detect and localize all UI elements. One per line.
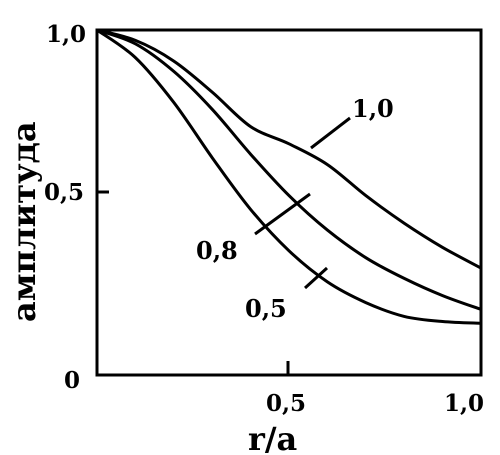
x-axis-title: r/a: [248, 420, 297, 455]
curve-label-1: 1,0: [352, 94, 394, 123]
x-tick-label-05: 0,5: [266, 390, 306, 417]
y-tick-label-1: 1,0: [46, 21, 86, 48]
series-layer: [96, 28, 482, 325]
series-line-1: [96, 28, 482, 270]
y-axis-title: амплитуда: [5, 121, 43, 322]
curve-label-05: 0,5: [245, 294, 287, 323]
series-line-3: [96, 28, 482, 325]
leader-line-08: [254, 192, 311, 236]
leader-line-05: [303, 266, 329, 290]
y-tick-label-05: 0,5: [44, 179, 84, 206]
x-tick-label-1: 1,0: [444, 390, 484, 417]
series-line-2: [96, 28, 482, 311]
leader-line-1: [310, 116, 351, 150]
tick-marks: [97, 190, 290, 375]
leader-lines: [254, 116, 351, 290]
origin-label: 0: [64, 367, 80, 394]
curve-label-08: 0,8: [196, 236, 238, 265]
plot-frame: [95, 28, 483, 377]
